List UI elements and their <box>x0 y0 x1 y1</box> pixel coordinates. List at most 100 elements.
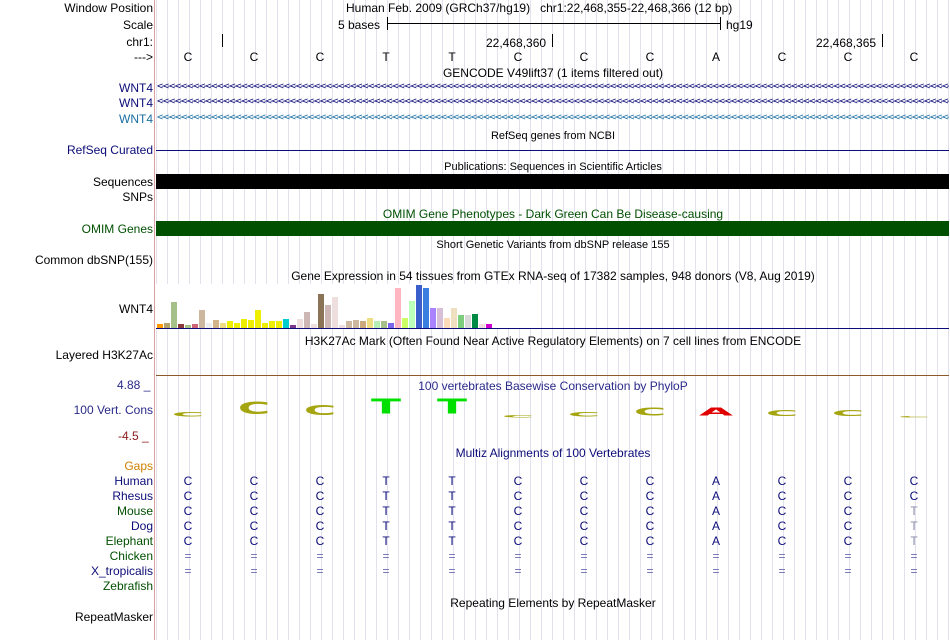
species-label[interactable]: Rhesus <box>112 489 153 503</box>
gtex-tissue-bar[interactable] <box>157 324 163 328</box>
gtex-tissue-bar[interactable] <box>248 320 254 328</box>
snps-label[interactable]: SNPs <box>122 190 153 204</box>
wnt4-label-2[interactable]: WNT4 <box>119 96 153 110</box>
dbsnp-label[interactable]: Common dbSNP(155) <box>34 253 153 267</box>
gtex-tissue-bar[interactable] <box>346 321 352 328</box>
aligned-base: C <box>843 504 853 518</box>
gtex-tissue-bar[interactable] <box>304 312 310 328</box>
species-label[interactable]: Mouse <box>116 504 153 518</box>
aligned-base: C <box>249 534 259 548</box>
gtex-tissue-bar[interactable] <box>332 297 338 328</box>
species-label[interactable]: Chicken <box>109 549 153 563</box>
gtex-tissue-bar[interactable] <box>269 321 275 328</box>
refseq-label[interactable]: RefSeq Curated <box>66 143 153 157</box>
gtex-tissue-bar[interactable] <box>325 305 331 328</box>
aligned-base: = <box>778 564 786 578</box>
gtex-tissue-bar[interactable] <box>283 319 289 328</box>
dbsnp-track-title[interactable]: Short Genetic Variants from dbSNP releas… <box>436 239 670 251</box>
wnt4-label-1[interactable]: WNT4 <box>119 81 153 95</box>
gtex-tissue-bar[interactable] <box>423 288 429 328</box>
aligned-base: T <box>910 504 918 518</box>
aligned-base: A <box>711 534 720 548</box>
species-label[interactable]: Dog <box>130 519 153 533</box>
gtex-tissue-bar[interactable] <box>381 321 387 328</box>
gtex-tissue-bar[interactable] <box>311 324 317 328</box>
sequences-bar[interactable] <box>156 174 949 189</box>
omim-track-title[interactable]: OMIM Gene Phenotypes - Dark Green Can Be… <box>382 207 724 221</box>
gtex-tissue-bar[interactable] <box>241 319 247 328</box>
species-label[interactable]: Human <box>114 474 153 488</box>
gtex-tissue-bar[interactable] <box>290 325 296 328</box>
gtex-tissue-bar[interactable] <box>374 321 380 328</box>
gtex-tissue-bar[interactable] <box>395 288 401 328</box>
refseq-gene-line[interactable] <box>156 150 949 151</box>
gtex-tissue-bar[interactable] <box>472 314 478 328</box>
gtex-tissue-bar[interactable] <box>479 324 485 328</box>
gtex-tissue-bar[interactable] <box>437 308 443 328</box>
aligned-base: C <box>843 534 853 548</box>
gtex-tissue-bar[interactable] <box>171 302 177 328</box>
gtex-tissue-bar[interactable] <box>402 318 408 328</box>
gtex-bar-graph[interactable] <box>156 284 536 328</box>
gtex-tissue-bar[interactable] <box>486 324 492 328</box>
gtex-tissue-bar[interactable] <box>192 324 198 328</box>
omim-bar[interactable] <box>156 221 949 236</box>
gtex-tissue-bar[interactable] <box>220 323 226 328</box>
aligned-base: C <box>183 534 193 548</box>
refseq-track-title[interactable]: RefSeq genes from NCBI <box>490 130 616 142</box>
gtex-tissue-bar[interactable] <box>444 318 450 328</box>
gtex-tissue-bar[interactable] <box>458 315 464 328</box>
publications-track-title[interactable]: Publications: Sequences in Scientific Ar… <box>444 161 662 173</box>
gtex-tissue-bar[interactable] <box>360 321 366 328</box>
gtex-tissue-bar[interactable] <box>185 325 191 328</box>
gtex-tissue-bar[interactable] <box>206 323 212 328</box>
gtex-tissue-bar[interactable] <box>465 315 471 328</box>
gtex-tissue-bar[interactable] <box>213 320 219 328</box>
gtex-tissue-bar[interactable] <box>339 325 345 328</box>
gtex-tissue-bar[interactable] <box>255 310 261 328</box>
wnt4-transcript-3[interactable]: <-<-<-<-<-<-<-<-<-<-<-<-<-<-<-<-<-<-<-<-… <box>157 113 949 123</box>
gtex-tissue-bar[interactable] <box>367 318 373 328</box>
gtex-tissue-bar[interactable] <box>451 308 457 328</box>
gtex-tissue-bar[interactable] <box>164 323 170 328</box>
gtex-tissue-bar[interactable] <box>430 308 436 328</box>
gtex-tissue-bar[interactable] <box>353 320 359 328</box>
gtex-tissue-bar[interactable] <box>262 323 268 328</box>
sequences-label[interactable]: Sequences <box>92 175 153 189</box>
gtex-tissue-bar[interactable] <box>227 321 233 328</box>
aligned-base: C <box>843 489 853 503</box>
gtex-tissue-bar[interactable] <box>178 324 184 328</box>
gtex-tissue-bar[interactable] <box>409 301 415 328</box>
gtex-tissue-bar[interactable] <box>297 319 303 328</box>
repeatmasker-label[interactable]: RepeatMasker <box>74 610 153 624</box>
h3k27ac-track-title[interactable]: H3K27Ac Mark (Often Found Near Active Re… <box>304 334 802 348</box>
gtex-tissue-bar[interactable] <box>318 294 324 328</box>
aligned-base: T <box>382 489 390 503</box>
aligned-base: C <box>579 534 589 548</box>
cons-label[interactable]: 100 Vert. Cons <box>73 403 153 417</box>
aligned-base: C <box>183 474 193 488</box>
gtex-tissue-bar[interactable] <box>416 285 422 328</box>
gtex-track-title[interactable]: Gene Expression in 54 tissues from GTEx … <box>291 269 815 283</box>
species-label[interactable]: Elephant <box>105 534 153 548</box>
gaps-label[interactable]: Gaps <box>124 459 153 473</box>
gtex-tissue-bar[interactable] <box>276 321 282 328</box>
wnt4-transcript-2[interactable]: <-<-<-<-<-<-<-<-<-<-<-<-<-<-<-<-<-<-<-<-… <box>157 97 949 107</box>
aligned-base: = <box>646 549 654 563</box>
h3k27ac-label[interactable]: Layered H3K27Ac <box>55 348 153 362</box>
omim-label[interactable]: OMIM Genes <box>81 222 153 236</box>
aligned-base: C <box>513 519 523 533</box>
wnt4-transcript-1[interactable]: <-<-<-<-<-<-<-<-<-<-<-<-<-<-<-<-<-<-<-<-… <box>157 82 949 92</box>
gencode-track-title[interactable]: GENCODE V49lift37 (1 items filtered out) <box>442 66 664 80</box>
cons-track-title[interactable]: 100 vertebrates Basewise Conservation by… <box>418 379 688 393</box>
species-label[interactable]: Zebrafish <box>102 579 153 593</box>
repeatmasker-track-title[interactable]: Repeating Elements by RepeatMasker <box>450 596 656 610</box>
species-label[interactable]: X_tropicalis <box>90 564 153 578</box>
wnt4-label-3[interactable]: WNT4 <box>119 112 153 126</box>
gtex-tissue-bar[interactable] <box>234 323 240 328</box>
gtex-tissue-bar[interactable] <box>199 310 205 328</box>
gtex-tissue-bar[interactable] <box>388 323 394 328</box>
multiz-track-title[interactable]: Multiz Alignments of 100 Vertebrates <box>455 446 651 460</box>
sequence-base: A <box>711 50 720 64</box>
gtex-gene-label[interactable]: WNT4 <box>119 302 153 316</box>
